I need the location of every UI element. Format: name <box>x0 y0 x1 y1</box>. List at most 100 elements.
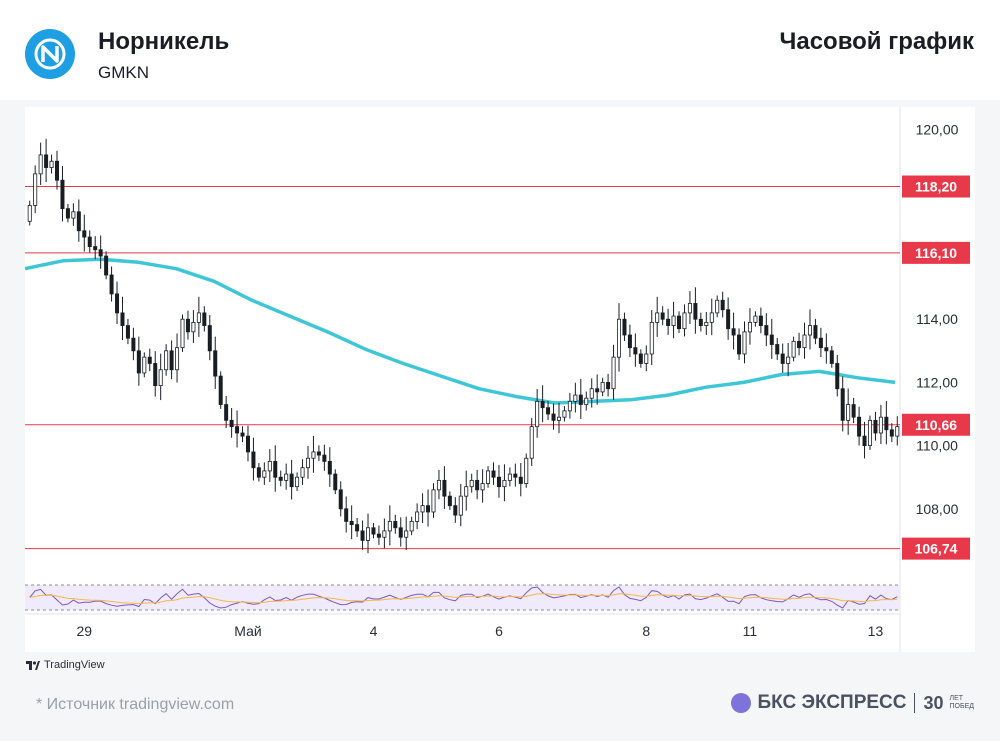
bcs-brand: БКС ЭКСПРЕСС 30 ЛЕТ ПОБЕД <box>731 692 974 714</box>
candle-body <box>147 356 152 364</box>
candle-body <box>218 375 223 405</box>
candle-body <box>491 470 496 478</box>
candle-body <box>185 318 190 333</box>
candle-body <box>595 388 600 393</box>
candle <box>436 469 441 500</box>
y-tick-label: 112,00 <box>916 374 958 390</box>
candle <box>698 312 703 332</box>
candle-body <box>606 382 611 390</box>
candle <box>322 444 327 471</box>
candle <box>644 345 649 372</box>
candle <box>469 473 474 493</box>
candle <box>224 396 229 429</box>
candle <box>82 214 87 252</box>
candle <box>584 391 589 411</box>
candle <box>76 199 81 242</box>
candle-body <box>867 419 872 447</box>
candle-body <box>802 334 807 349</box>
candle <box>486 466 491 488</box>
candle-body <box>480 483 485 491</box>
candle <box>120 296 125 341</box>
candle <box>305 445 310 479</box>
candle-body <box>737 334 742 355</box>
candle-body <box>322 454 327 462</box>
candle <box>846 388 851 435</box>
candle <box>709 298 714 336</box>
candle <box>93 236 98 260</box>
candle-body <box>240 432 245 437</box>
candle <box>769 318 774 360</box>
candle <box>818 327 823 358</box>
candle <box>431 483 436 518</box>
candle-body <box>229 419 234 428</box>
nornickel-logo-icon <box>25 29 75 79</box>
tradingview-label: TradingView <box>44 659 105 671</box>
candle <box>229 408 234 438</box>
x-tick-label: 13 <box>868 623 884 639</box>
candle-body <box>305 457 310 469</box>
candle-body <box>851 404 856 418</box>
candle <box>862 421 867 459</box>
candle-body <box>366 527 371 541</box>
candle-body <box>687 303 692 314</box>
candle <box>567 392 572 419</box>
candle-body <box>786 356 791 364</box>
brand-years-caption: ЛЕТ ПОБЕД <box>950 695 974 711</box>
x-tick-label: 8 <box>642 623 650 639</box>
candle <box>775 337 780 360</box>
candle <box>360 520 365 550</box>
candle <box>726 297 731 340</box>
candle-body <box>311 451 316 459</box>
brand-divider <box>914 693 916 713</box>
candle-body <box>797 340 802 349</box>
candle <box>109 266 114 302</box>
candle-body <box>633 347 638 355</box>
candle <box>595 374 600 405</box>
level-label: 110,66 <box>915 417 957 433</box>
candle-body <box>780 353 785 364</box>
x-tick-label: 6 <box>495 623 503 639</box>
candle <box>420 493 425 524</box>
candle-body <box>207 325 212 352</box>
candle <box>682 304 687 337</box>
candle <box>753 311 758 327</box>
candle-body <box>666 318 671 326</box>
candle-body <box>235 426 240 434</box>
candle-body <box>420 505 425 513</box>
candle-body <box>660 312 665 320</box>
candle-body <box>840 388 845 421</box>
candle-body <box>878 416 883 434</box>
candle <box>382 518 387 549</box>
candle <box>720 291 725 318</box>
candle <box>786 342 791 377</box>
candle <box>316 445 321 462</box>
candle <box>791 336 796 362</box>
candle <box>491 462 496 485</box>
candle-body <box>567 400 572 412</box>
candle <box>387 505 392 546</box>
candle-body <box>611 356 616 390</box>
candle-body <box>655 312 660 323</box>
candle <box>666 308 671 335</box>
candle-body <box>175 347 180 371</box>
candle-body <box>349 521 354 526</box>
candle-body <box>109 274 114 295</box>
candle-body <box>196 312 201 323</box>
candle <box>289 459 294 500</box>
level-label: 116,10 <box>915 245 957 261</box>
candle-body <box>49 160 54 168</box>
candle-body <box>469 479 474 488</box>
candle-body <box>125 325 130 339</box>
candle <box>38 142 43 185</box>
candle-body <box>327 461 332 475</box>
y-tick-label: 114,00 <box>916 311 958 327</box>
candle-body <box>284 473 289 481</box>
candle <box>638 349 643 368</box>
candle <box>480 469 485 503</box>
oscillator-signal-line <box>29 593 898 605</box>
candle <box>693 287 698 334</box>
candle-body <box>262 470 267 478</box>
candle-body <box>698 318 703 326</box>
candle-body <box>813 325 818 339</box>
candle-body <box>120 312 125 326</box>
